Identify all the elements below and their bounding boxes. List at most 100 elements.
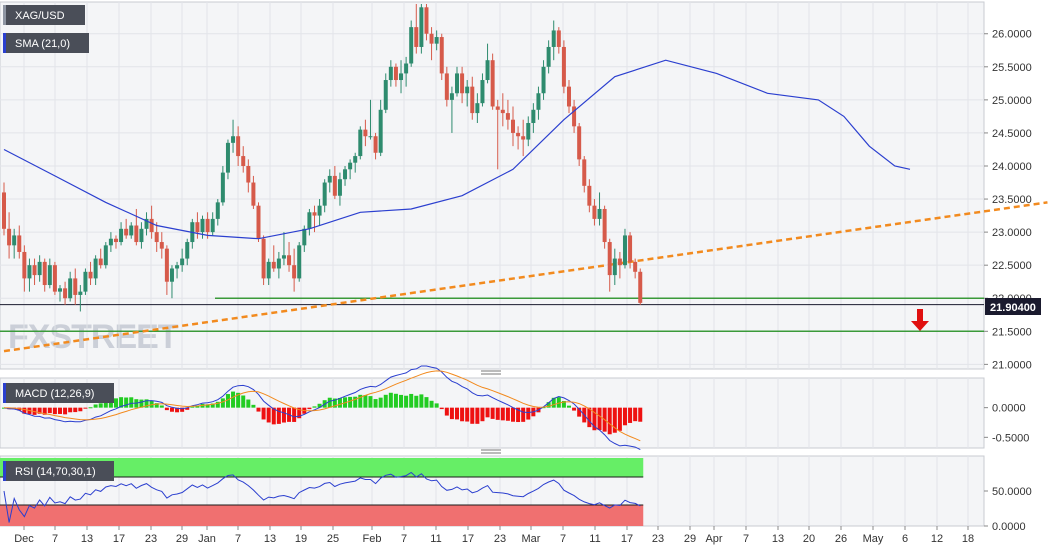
- candle-bull: [551, 30, 556, 47]
- x-tick-label: 17: [113, 533, 125, 545]
- macd-histogram-bar: [113, 398, 118, 408]
- rsi-pane-resize-handle[interactable]: [481, 449, 501, 454]
- candle-bear: [511, 119, 515, 133]
- x-tick-label: 12: [931, 533, 943, 545]
- candle-bull: [47, 265, 52, 286]
- candle-bull: [317, 205, 322, 216]
- candle-bull: [129, 225, 134, 236]
- candle-bull: [378, 109, 383, 153]
- candle-bear: [439, 37, 444, 74]
- candle-bull: [485, 60, 490, 81]
- candle-bull: [597, 208, 602, 219]
- candle-bear: [52, 265, 57, 292]
- candle-bear: [470, 86, 475, 114]
- candle-bear: [63, 288, 68, 299]
- macd-histogram-bar: [551, 397, 556, 408]
- macd-histogram-bar: [83, 407, 88, 409]
- candle-bear: [414, 27, 419, 47]
- candle-bull: [612, 258, 617, 276]
- candle-bear: [607, 242, 612, 276]
- x-tick-label: 13: [81, 533, 93, 545]
- candle-bull: [12, 235, 17, 246]
- macd-histogram-bar: [231, 391, 236, 408]
- macd-histogram-bar: [368, 396, 373, 408]
- macd-histogram-bar: [455, 407, 460, 420]
- candle-bull: [307, 212, 312, 229]
- level-layer: [0, 201, 1048, 353]
- candle-bear: [577, 126, 582, 160]
- candle-bull: [353, 156, 358, 163]
- y-tick-label: 24.5000: [992, 128, 1032, 140]
- rsi-y-tick-label: 50.0000: [992, 486, 1032, 498]
- x-tick-label: 29: [684, 533, 696, 545]
- candle-bull: [119, 228, 124, 243]
- candle-bear: [602, 208, 607, 243]
- x-tick-label: Mar: [522, 533, 541, 545]
- macd-histogram-bar: [638, 407, 643, 422]
- macd-histogram-bar: [149, 400, 154, 408]
- macd-histogram-bar: [444, 407, 449, 416]
- candle-bull: [546, 46, 551, 67]
- trendline: [3, 201, 1048, 353]
- macd-histogram-bar: [577, 407, 582, 417]
- grid-layer: [0, 2, 984, 526]
- x-tick-label: 7: [560, 533, 566, 545]
- x-tick-label: 13: [264, 533, 276, 545]
- macd-histogram-bar: [307, 407, 312, 410]
- macd-histogram-bar: [597, 407, 602, 431]
- candle-bear: [134, 225, 139, 243]
- macd-histogram-bar: [98, 403, 103, 408]
- candle-bear: [113, 238, 118, 243]
- macd-pane-resize-handle[interactable]: [481, 370, 501, 375]
- macd-histogram-bar: [612, 407, 617, 433]
- current-price-label: 21.90400: [990, 302, 1036, 314]
- macd-histogram-bar: [363, 395, 368, 408]
- candle-bear: [246, 165, 251, 183]
- macd-layer: [2, 365, 643, 451]
- candle-bear: [154, 232, 159, 243]
- macd-histogram-bar: [556, 397, 561, 408]
- macd-histogram-bar: [511, 407, 515, 422]
- sma-chip[interactable]: SMA (21,0): [3, 33, 89, 53]
- candle-bear: [495, 106, 500, 110]
- macd-histogram-bar: [52, 407, 57, 415]
- candle-bull: [337, 179, 342, 196]
- y-tick-label: 26.0000: [992, 29, 1032, 41]
- candle-bull: [297, 245, 302, 279]
- candle-bull: [83, 271, 88, 292]
- macd-histogram-bar: [622, 407, 627, 426]
- macd-histogram-bar: [256, 407, 261, 412]
- macd-histogram-bar: [103, 400, 108, 408]
- x-tick-label: 7: [52, 533, 58, 545]
- macd-histogram-bar: [220, 398, 225, 408]
- y-tick-label: 21.0000: [992, 359, 1032, 371]
- macd-histogram-bar: [124, 397, 129, 408]
- rsi-label: RSI (14,70,30,1): [15, 466, 96, 478]
- macd-histogram-bar: [572, 407, 577, 411]
- macd-histogram-bar: [246, 399, 251, 408]
- candle-bear: [444, 73, 449, 100]
- symbol-chip[interactable]: XAG/USD: [3, 5, 85, 25]
- macd-histogram-bar: [617, 407, 622, 431]
- macd-histogram-bar: [485, 407, 490, 418]
- rsi-y-tick-label: 0.0000: [992, 521, 1026, 533]
- macd-y-tick-label: 0.0000: [992, 403, 1026, 415]
- candle-bear: [363, 129, 368, 137]
- rsi-overbought-zone: [0, 458, 644, 477]
- macd-histogram-bar: [78, 407, 83, 412]
- macd-histogram-bar: [271, 407, 276, 425]
- macd-histogram-bar: [383, 394, 388, 408]
- macd-histogram-bar: [399, 394, 404, 408]
- rsi-chip[interactable]: RSI (14,70,30,1): [3, 461, 114, 481]
- x-tick-label: 13: [772, 533, 784, 545]
- macd-histogram-bar: [378, 397, 383, 408]
- y-tick-label: 24.0000: [992, 161, 1032, 173]
- candle-bull: [475, 103, 480, 114]
- candle-bear: [628, 235, 633, 262]
- candle-bear: [429, 33, 434, 44]
- macd-histogram-bar: [195, 405, 200, 408]
- macd-chip[interactable]: MACD (12,26,9): [3, 383, 114, 403]
- macd-histogram-bar: [470, 407, 475, 424]
- candle-bull: [383, 80, 388, 110]
